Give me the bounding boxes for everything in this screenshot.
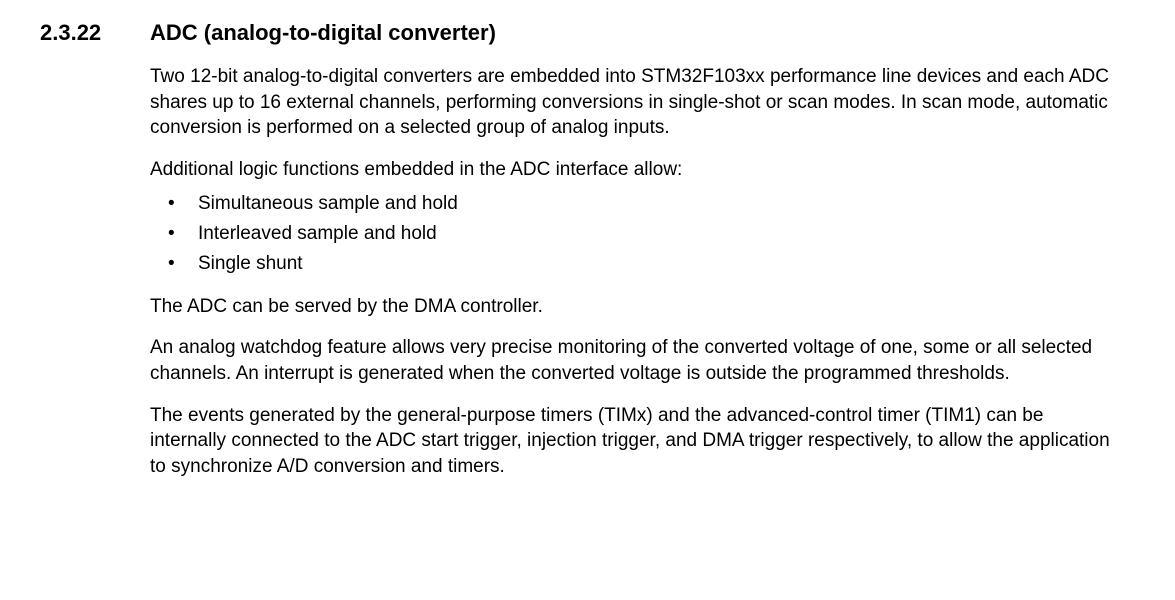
list-item: Simultaneous sample and hold <box>150 189 1115 219</box>
section-title: ADC (analog-to-digital converter) <box>150 20 496 46</box>
paragraph: The events generated by the general-purp… <box>150 403 1115 480</box>
list-item: Interleaved sample and hold <box>150 219 1115 249</box>
paragraph: Additional logic functions embedded in t… <box>150 157 1115 183</box>
section-number: 2.3.22 <box>40 20 150 46</box>
section-body: Two 12-bit analog-to-digital converters … <box>150 64 1115 480</box>
paragraph: The ADC can be served by the DMA control… <box>150 294 1115 320</box>
paragraph: An analog watchdog feature allows very p… <box>150 335 1115 386</box>
paragraph: Two 12-bit analog-to-digital converters … <box>150 64 1115 141</box>
document-page: 2.3.22 ADC (analog-to-digital converter)… <box>0 0 1175 600</box>
bullet-list: Simultaneous sample and hold Interleaved… <box>150 189 1115 280</box>
list-item: Single shunt <box>150 249 1115 279</box>
section-heading: 2.3.22 ADC (analog-to-digital converter) <box>40 20 1115 46</box>
